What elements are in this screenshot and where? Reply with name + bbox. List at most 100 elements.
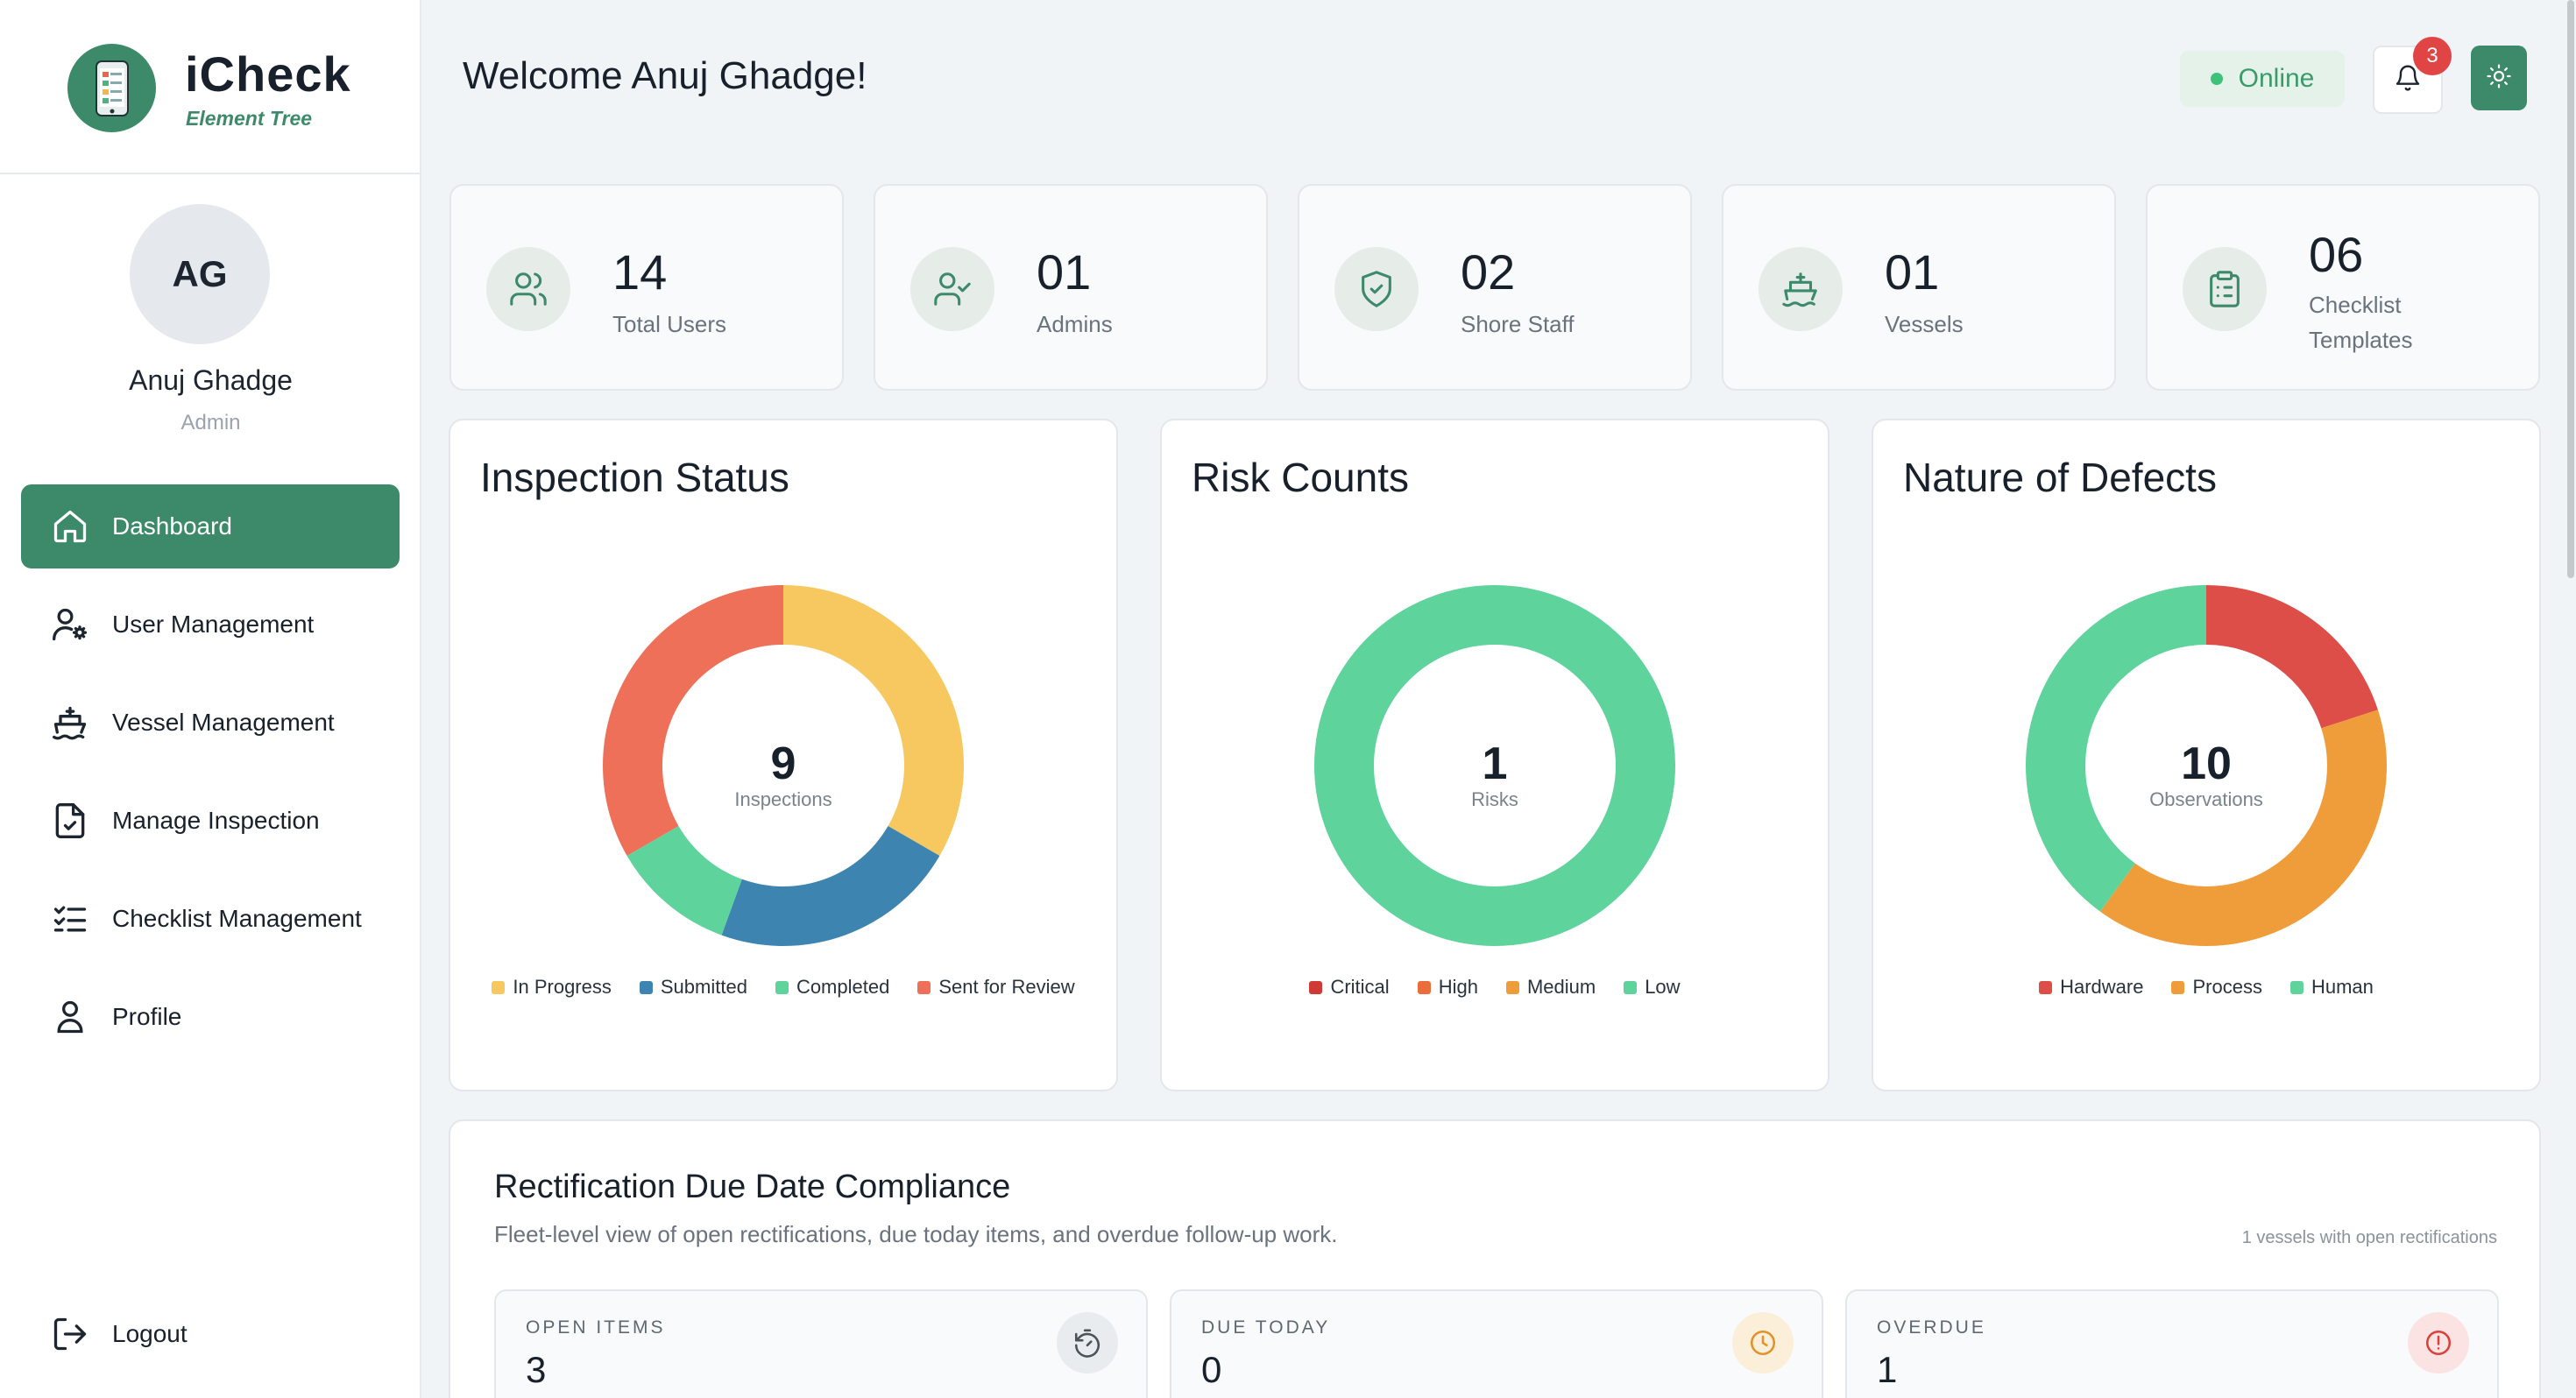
chart-center-label: Inspections <box>734 788 832 810</box>
stat-card-vessels: 01 Vessels <box>1722 184 2116 391</box>
logout-label: Logout <box>112 1320 188 1347</box>
users-icon <box>486 247 570 331</box>
shield-icon <box>1334 247 1419 331</box>
chart-legend: In Progress Submitted Completed Sent for Re… <box>468 976 1099 999</box>
stat-card-checklist-templates: 06 Checklist Templates <box>2146 184 2540 391</box>
sidebar-item-label: Checklist Management <box>112 905 362 932</box>
legend-label: Human <box>2311 976 2374 998</box>
legend-label: Completed <box>796 976 890 998</box>
list-check-icon <box>49 898 91 940</box>
legend-swatch <box>1309 980 1323 994</box>
brand-subtitle: Element Tree <box>186 107 313 130</box>
compliance-card-due-today: DUE TODAY 0 <box>1170 1289 1823 1398</box>
chart-card-inspection-status: Inspection Status 9 Inspections In Progr… <box>449 419 1118 1091</box>
chart-center-label: Risks <box>1471 788 1518 810</box>
theme-toggle-button[interactable] <box>2471 46 2527 110</box>
chart-center-value: 9 <box>770 738 796 789</box>
chart-center-value: 1 <box>1482 738 1508 789</box>
donut-slice <box>2099 710 2387 946</box>
scrollbar-thumb[interactable] <box>2567 0 2574 578</box>
sidebar-item-profile[interactable]: Profile <box>21 975 400 1059</box>
stat-card-total-users: 14 Total Users <box>449 184 844 391</box>
sidebar-nav: Dashboard User Management Vessel Managem… <box>21 484 400 1073</box>
sidebar-item-dashboard[interactable]: Dashboard <box>21 484 400 568</box>
stat-value: 14 <box>612 244 668 300</box>
chart-title: Inspection Status <box>480 455 789 500</box>
donut-slice <box>603 585 783 856</box>
compliance-card-value: 3 <box>526 1349 547 1390</box>
stat-label: Shore Staff <box>1461 311 1575 337</box>
chart-center-label: Observations <box>2149 788 2263 810</box>
legend-label: Medium <box>1526 976 1596 998</box>
legend-item[interactable]: Critical <box>1309 976 1390 999</box>
legend-swatch <box>917 980 931 994</box>
stat-value: 01 <box>1037 244 1092 300</box>
phone-checklist-icon <box>67 44 156 132</box>
legend-item[interactable]: Process <box>2171 976 2262 999</box>
donut-slice <box>721 826 940 946</box>
sidebar-item-label: Vessel Management <box>112 709 335 736</box>
legend-label: Process <box>2192 976 2262 998</box>
status-badge: Online <box>2180 51 2345 107</box>
clipboard-icon <box>2183 247 2267 331</box>
legend-label: Sent for Review <box>938 976 1075 998</box>
compliance-panel: Rectification Due Date Compliance Fleet-… <box>449 1119 2541 1398</box>
brand-name: iCheck <box>185 46 351 102</box>
legend-item[interactable]: Human <box>2289 976 2374 999</box>
donut-chart <box>1314 585 1675 946</box>
legend-swatch <box>2039 980 2053 994</box>
chart-card-nature-of-defects: Nature of Defects 10 Observations Hardwa… <box>1872 419 2541 1091</box>
sidebar-item-label: Manage Inspection <box>112 807 320 834</box>
sun-icon <box>2486 63 2512 94</box>
stat-value: 01 <box>1885 244 1940 300</box>
legend-swatch <box>639 980 653 994</box>
compliance-card-label: OPEN ITEMS <box>526 1317 666 1338</box>
legend-item[interactable]: Submitted <box>639 976 747 999</box>
donut-slice <box>626 826 742 936</box>
compliance-card-value: 1 <box>1877 1349 1898 1390</box>
legend-swatch <box>1417 980 1431 994</box>
legend-item[interactable]: Completed <box>775 976 889 999</box>
compliance-card-open-items: OPEN ITEMS 3 <box>494 1289 1148 1398</box>
legend-label: In Progress <box>513 976 612 998</box>
legend-swatch <box>2289 980 2304 994</box>
legend-swatch <box>775 980 789 994</box>
legend-item[interactable]: Medium <box>1505 976 1596 999</box>
sidebar-item-manage-inspection[interactable]: Manage Inspection <box>21 779 400 863</box>
user-check-icon <box>910 247 994 331</box>
clock-icon <box>1732 1312 1794 1373</box>
legend-item[interactable]: Sent for Review <box>917 976 1075 999</box>
chart-legend: Critical High Medium Low <box>1179 976 1810 999</box>
file-check-icon <box>49 800 91 842</box>
user-settings-icon <box>49 604 91 646</box>
donut-slice <box>1314 585 1675 946</box>
logout-icon <box>49 1313 91 1355</box>
scrollbar[interactable] <box>2565 0 2576 1398</box>
sidebar-item-user-management[interactable]: User Management <box>21 582 400 667</box>
legend-label: Critical <box>1330 976 1390 998</box>
legend-item[interactable]: Hardware <box>2039 976 2143 999</box>
stat-card-admins: 01 Admins <box>874 184 1268 391</box>
donut-slice <box>783 585 964 856</box>
status-label: Online <box>2238 64 2315 93</box>
compliance-card-overdue: OVERDUE 1 <box>1845 1289 2499 1398</box>
sidebar-item-label: Profile <box>112 1003 182 1030</box>
stat-label: Vessels <box>1885 311 1964 337</box>
notification-count-badge: 3 <box>2413 37 2452 75</box>
avatar: AG <box>130 204 270 344</box>
timer-reset-icon <box>1057 1312 1118 1373</box>
sidebar-item-checklist-management[interactable]: Checklist Management <box>21 877 400 961</box>
alert-circle-icon <box>2408 1312 2469 1373</box>
legend-item[interactable]: High <box>1417 976 1478 999</box>
brand-header: iCheck Element Tree <box>0 0 420 174</box>
donut-slice <box>2206 585 2378 729</box>
ship-icon <box>49 702 91 744</box>
sidebar-item-vessel-management[interactable]: Vessel Management <box>21 681 400 765</box>
legend-item[interactable]: Low <box>1624 976 1681 999</box>
legend-item[interactable]: In Progress <box>492 976 612 999</box>
logout-button[interactable]: Logout <box>21 1292 400 1376</box>
stat-label: Admins <box>1037 311 1113 337</box>
sidebar: iCheck Element Tree AG Anuj Ghadge Admin… <box>0 0 421 1398</box>
user-icon <box>49 996 91 1038</box>
user-name: Anuj Ghadge <box>129 364 293 396</box>
